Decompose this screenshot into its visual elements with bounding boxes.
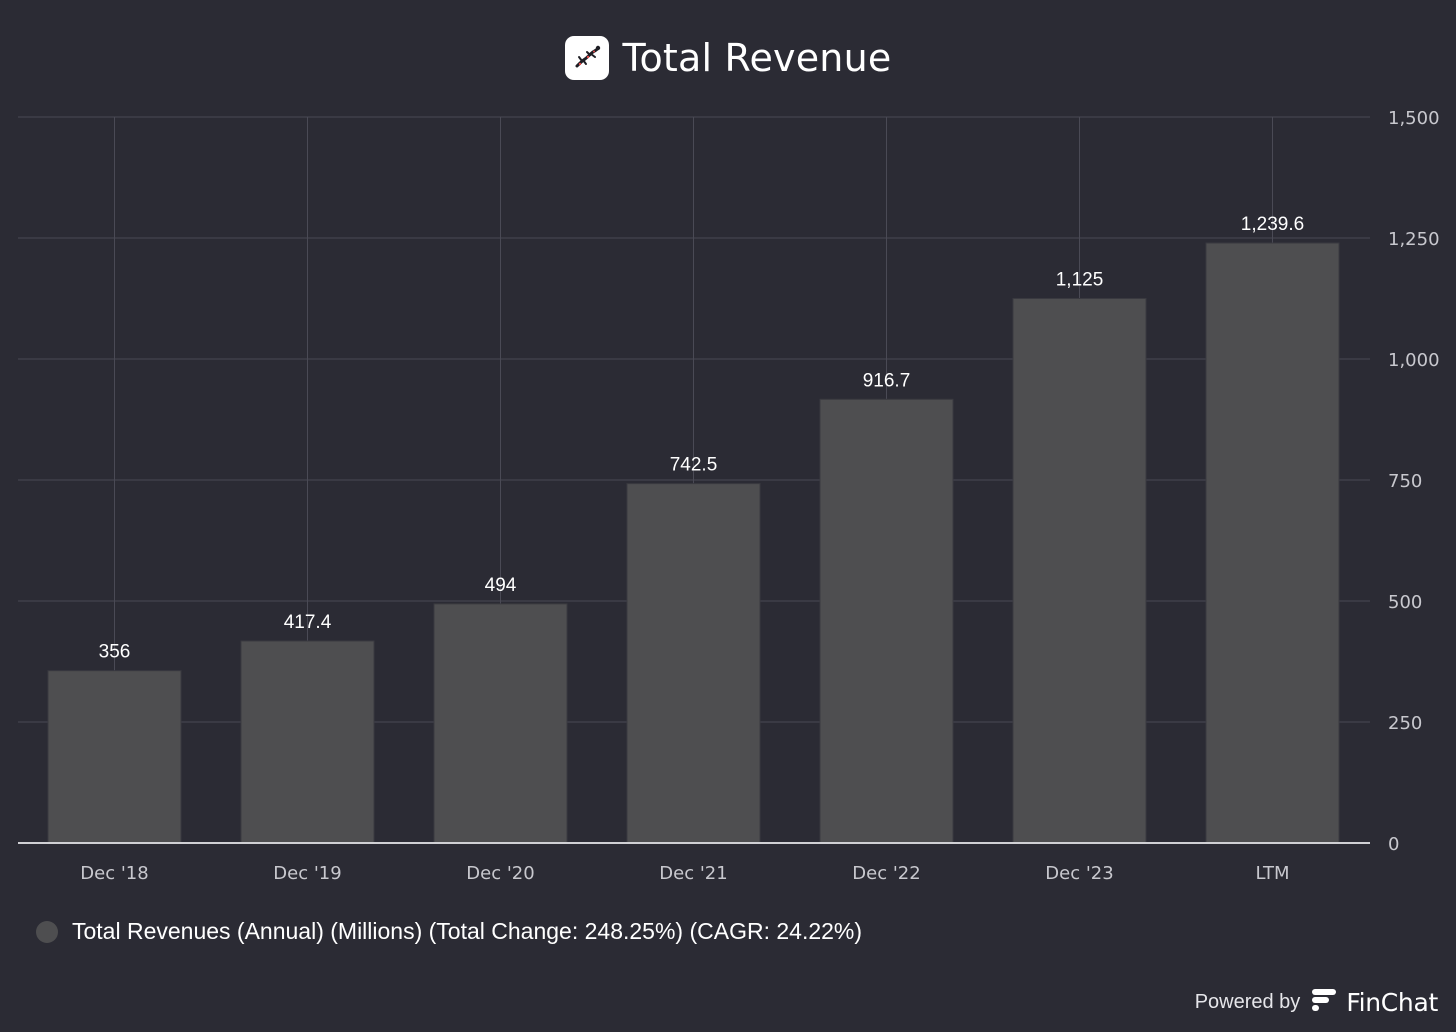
bar-value-label: 1,125: [1056, 270, 1104, 291]
legend-label: Total Revenues (Annual) (Millions) (Tota…: [72, 918, 863, 944]
salamander-logo-icon: [564, 36, 609, 80]
bar-value-label: 916.7: [863, 370, 911, 391]
y-tick-label: 750: [1388, 471, 1422, 492]
bar: [626, 483, 761, 844]
y-tick-label: 1,500: [1388, 108, 1440, 129]
chart-legend[interactable]: Total Revenues (Annual) (Millions) (Tota…: [36, 918, 862, 945]
legend-swatch: [36, 920, 58, 943]
bar: [47, 670, 182, 844]
bar-value-label: 417.4: [284, 612, 332, 633]
bar-chart: 0 250 500 750 1,000 1,250 1,500 356 417.4 494 742.…: [18, 108, 1440, 884]
powered-by-text: Powered by: [1194, 991, 1301, 1013]
chart-header: Total Revenue: [0, 30, 1456, 86]
y-tick-label: 1,250: [1388, 229, 1440, 250]
bar-value-label: 494: [485, 575, 517, 596]
powered-by[interactable]: Powered by FinChat: [1194, 986, 1439, 1019]
bar: [1012, 298, 1147, 844]
finchat-logo-icon: [1310, 986, 1338, 1019]
x-tick-label: Dec '23: [1045, 863, 1113, 884]
bar-value-label: 1,239.6: [1241, 214, 1304, 235]
y-tick-label: 1,000: [1388, 350, 1440, 371]
x-tick-label: Dec '22: [852, 863, 920, 884]
x-tick-label: Dec '18: [80, 863, 148, 884]
x-tick-label: Dec '19: [273, 863, 341, 884]
bar-value-label: 742.5: [670, 455, 718, 476]
bar: [433, 603, 568, 844]
y-tick-label: 500: [1388, 592, 1422, 613]
x-tick-label: LTM: [1255, 863, 1289, 884]
bar: [819, 398, 954, 844]
bar-value-label: 356: [99, 642, 131, 663]
y-tick-label: 250: [1388, 713, 1422, 734]
bar: [240, 640, 375, 844]
x-tick-label: Dec '20: [466, 863, 534, 884]
x-tick-label: Dec '21: [659, 863, 727, 884]
bar: [1205, 242, 1340, 844]
chart-title: Total Revenue: [622, 36, 892, 80]
y-tick-label: 0: [1388, 834, 1399, 855]
finchat-brand: FinChat: [1346, 988, 1438, 1017]
